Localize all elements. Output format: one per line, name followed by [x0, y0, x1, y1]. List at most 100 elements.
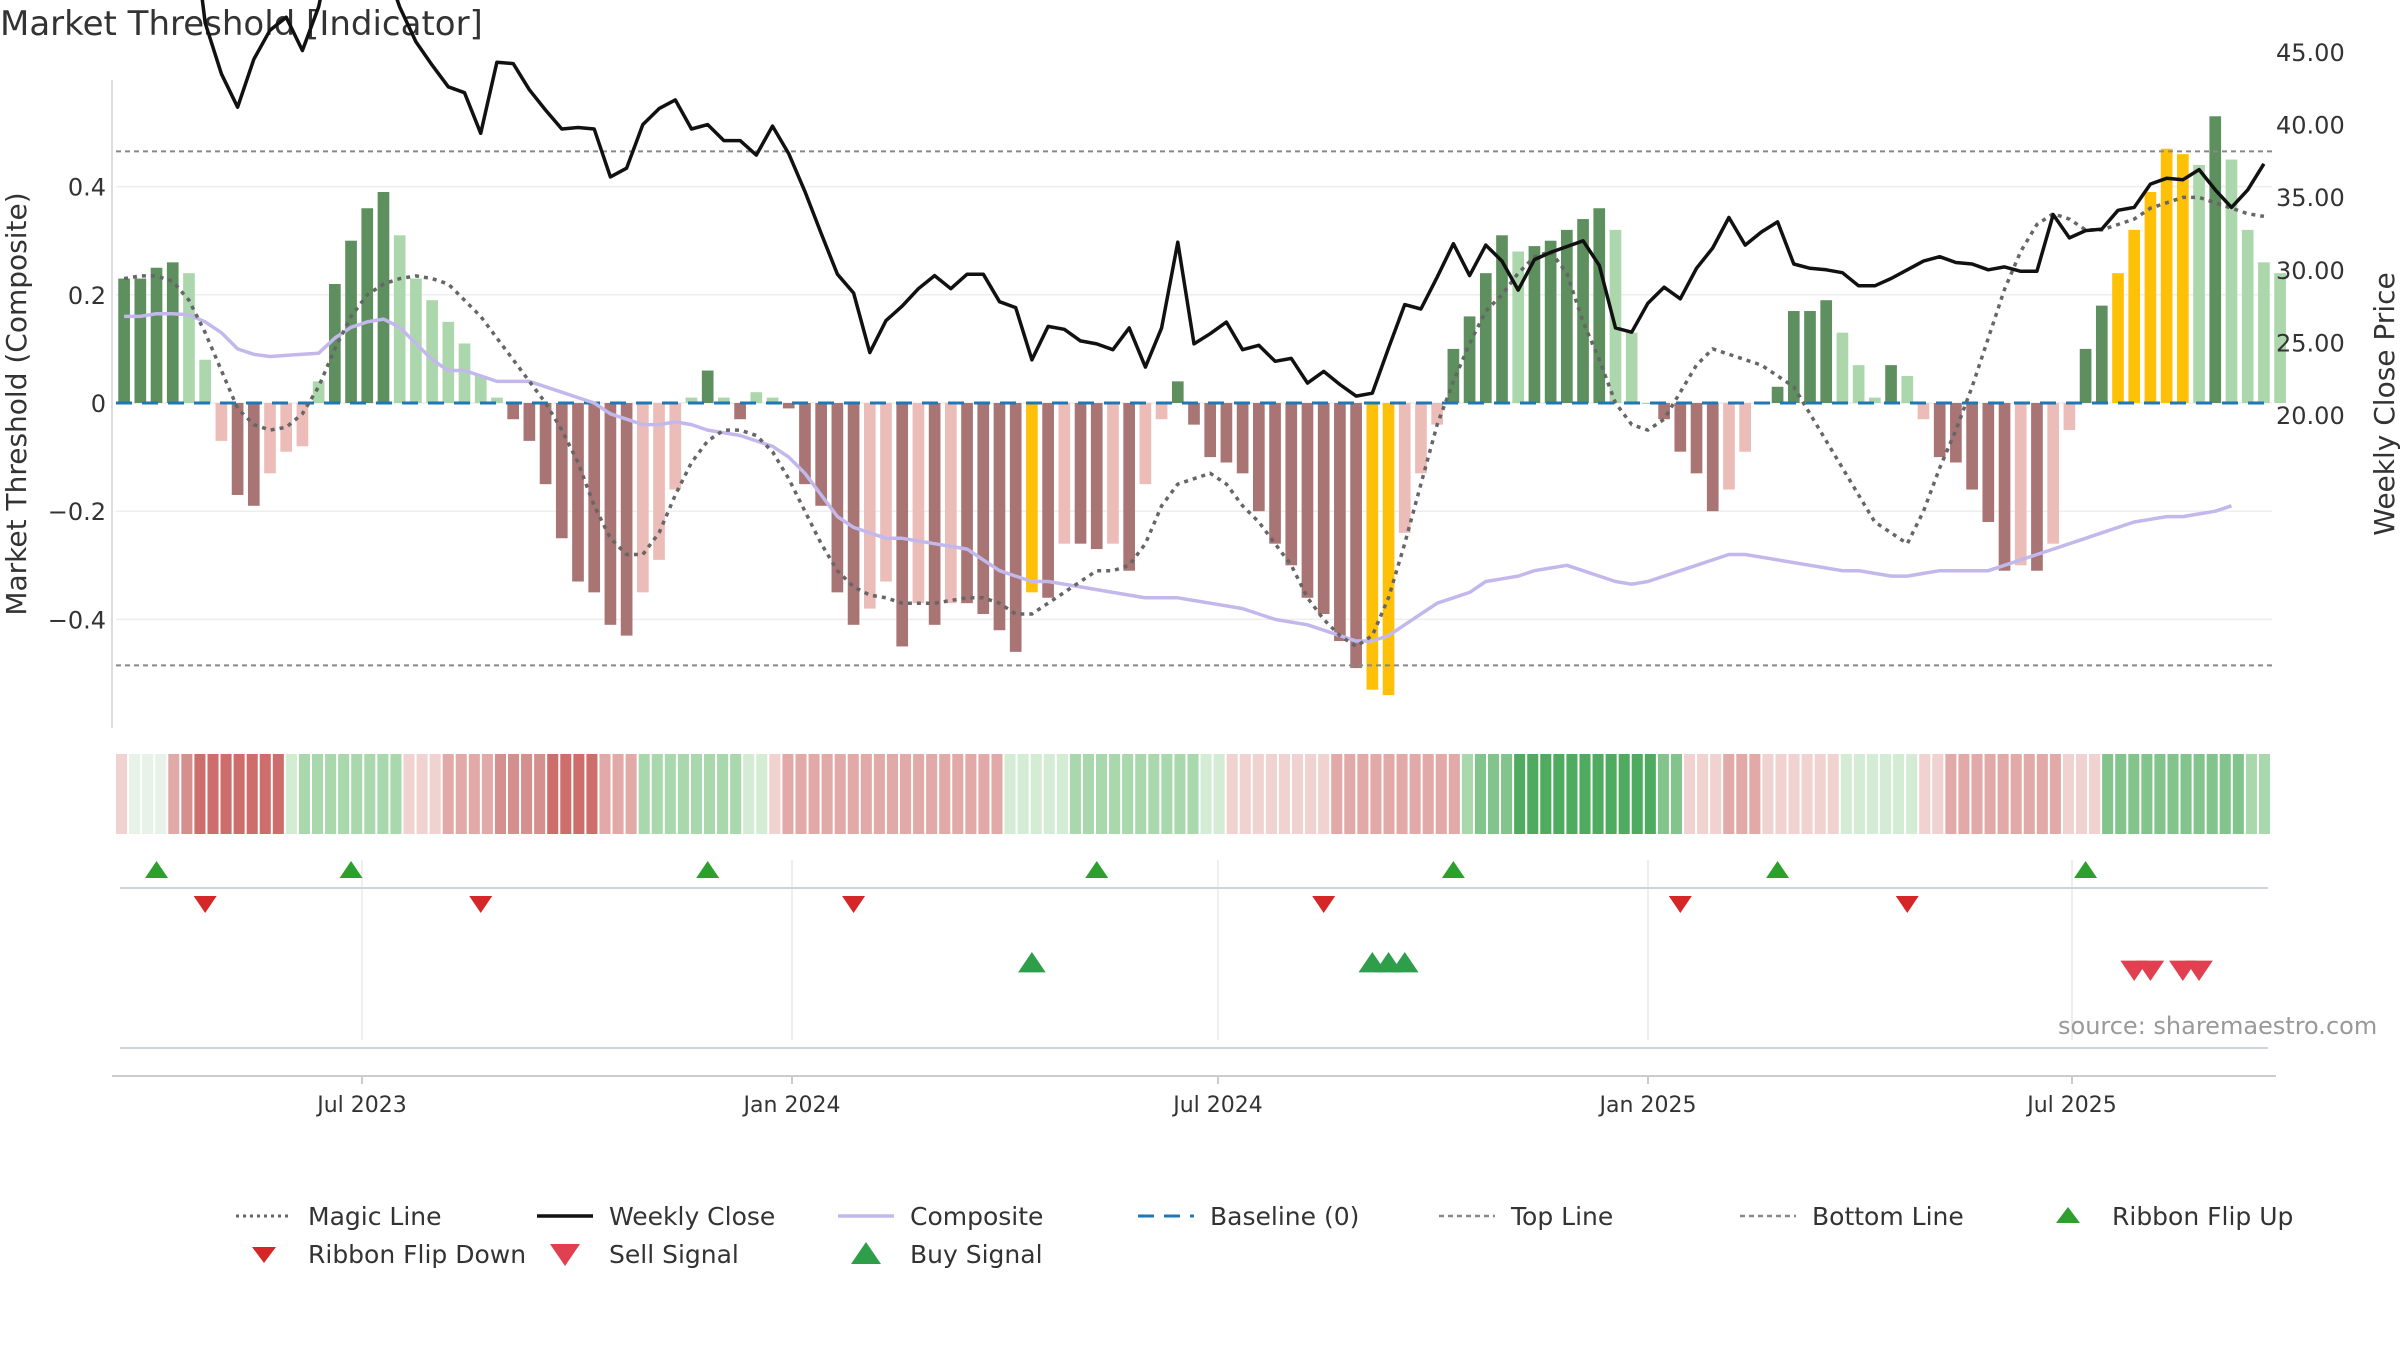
legend-label: Ribbon Flip Down	[308, 1239, 527, 1269]
x-tick-label: Jul 2025	[2025, 1093, 2117, 1118]
legend-label: Magic Line	[308, 1201, 442, 1231]
ribbon-cell	[142, 754, 154, 834]
composite-bar	[1723, 403, 1735, 490]
ribbon-flip-down-marker	[193, 896, 217, 913]
composite-bar	[1285, 403, 1298, 566]
ribbon-cell	[2010, 754, 2022, 834]
ribbon-cell	[1043, 754, 1055, 834]
composite-bar	[1220, 403, 1233, 463]
composite-bar	[507, 403, 519, 420]
y-right-tick-label: 30.00	[2276, 257, 2345, 285]
ribbon-cell	[2023, 754, 2035, 834]
composite-bar	[361, 208, 374, 403]
ribbon-cell	[364, 754, 376, 834]
ribbon-cell	[1840, 754, 1852, 834]
y-right-tick-label: 25.00	[2276, 329, 2345, 357]
ribbon-cell	[1004, 754, 1016, 834]
ribbon-cell	[756, 754, 768, 834]
x-tick-label: Jan 2025	[1598, 1093, 1697, 1118]
legend-item-sell-signal: Sell Signal	[533, 1236, 739, 1272]
ribbon-cell	[194, 754, 206, 834]
composite-bar	[134, 278, 147, 403]
sell-signal-marker	[2136, 960, 2165, 981]
composite-bar	[2241, 229, 2254, 403]
composite-bar	[2225, 159, 2238, 403]
ribbon-cell	[965, 754, 977, 834]
ribbon-cell	[808, 754, 820, 834]
ribbon-cell	[442, 754, 454, 834]
ribbon-cell	[1579, 754, 1591, 834]
ribbon-cell	[991, 754, 1003, 834]
ribbon-cell	[312, 754, 324, 834]
ribbon-cell	[690, 754, 702, 834]
ribbon-cell	[1866, 754, 1878, 834]
ribbon-cell	[717, 754, 729, 834]
ribbon-cell	[1893, 754, 1905, 834]
composite-bar	[150, 267, 163, 403]
ribbon-cell	[1122, 754, 1134, 834]
composite-bar	[1609, 229, 1622, 403]
ribbon-cell	[403, 754, 415, 834]
composite-bar	[458, 343, 471, 403]
ribbon-cell	[129, 754, 141, 834]
legend-item-buy-signal: Buy Signal	[834, 1236, 1043, 1272]
ribbon-cell	[1135, 754, 1147, 834]
composite-bar	[1090, 403, 1103, 550]
ribbon-cell	[612, 754, 624, 834]
ribbon-cell	[455, 754, 467, 834]
legend-label: Top Line	[1511, 1201, 1614, 1231]
ribbon-cell	[1370, 754, 1382, 834]
composite-bar	[815, 403, 827, 506]
legend-label: Composite	[910, 1201, 1044, 1231]
composite-bar	[1593, 208, 1606, 403]
composite-bar	[1917, 403, 1930, 420]
ribbon-cell	[1932, 754, 1944, 834]
ribbon-cell	[1749, 754, 1761, 834]
legend-item-top-line: Top Line	[1435, 1198, 1613, 1234]
composite-bar	[1577, 219, 1589, 403]
composite-bar	[2128, 229, 2141, 403]
ribbon-cell	[769, 754, 781, 834]
ribbon-cell	[1684, 754, 1696, 834]
ribbon-cell	[1344, 754, 1356, 834]
ribbon-cell	[1984, 754, 1996, 834]
composite-bar	[1528, 246, 1541, 403]
composite-bar	[653, 403, 665, 560]
ribbon-cell	[651, 754, 663, 834]
ribbon-cell	[939, 754, 951, 834]
dashed-line-icon	[1740, 1214, 1796, 1218]
triangle-up-icon	[851, 1242, 881, 1264]
composite-bar	[1107, 403, 1119, 544]
ribbon-cell	[116, 754, 128, 834]
composite-bar	[2193, 164, 2205, 403]
ribbon-cell	[1540, 754, 1552, 834]
composite-bar	[1074, 403, 1087, 544]
composite-bar	[993, 403, 1006, 631]
legend-label: Bottom Line	[1812, 1201, 1964, 1231]
ribbon-cell	[2102, 754, 2114, 834]
ribbon-cell	[429, 754, 441, 834]
ribbon-cell	[677, 754, 689, 834]
ribbon-cell	[508, 754, 520, 834]
y-right-tick-label: 45.00	[2276, 39, 2345, 67]
composite-bar	[1901, 375, 1914, 403]
composite-bar	[831, 403, 844, 593]
ribbon-cell	[1527, 754, 1539, 834]
solid-line-icon	[838, 1214, 894, 1218]
composite-bar	[896, 403, 909, 647]
y-axis-label: Market Threshold (Composite)	[0, 192, 33, 615]
composite-bar	[1820, 300, 1833, 403]
ribbon-cell	[1357, 754, 1369, 834]
chart-lines	[116, 0, 2272, 667]
composite-bar	[1512, 251, 1525, 403]
legend-label: Weekly Close	[609, 1201, 776, 1231]
composite-bar	[377, 192, 390, 403]
composite-bar	[1642, 403, 1654, 404]
ribbon-cell	[155, 754, 167, 834]
ribbon-cell	[2167, 754, 2179, 834]
x-tick-label: Jan 2024	[742, 1093, 841, 1118]
ribbon-cell	[1318, 754, 1330, 834]
ribbon-cell	[1853, 754, 1865, 834]
ribbon-cell	[285, 754, 297, 834]
chart-canvas: 0.40.20−0.2−0.460.0055.0050.0045.0040.00…	[0, 0, 2400, 1118]
